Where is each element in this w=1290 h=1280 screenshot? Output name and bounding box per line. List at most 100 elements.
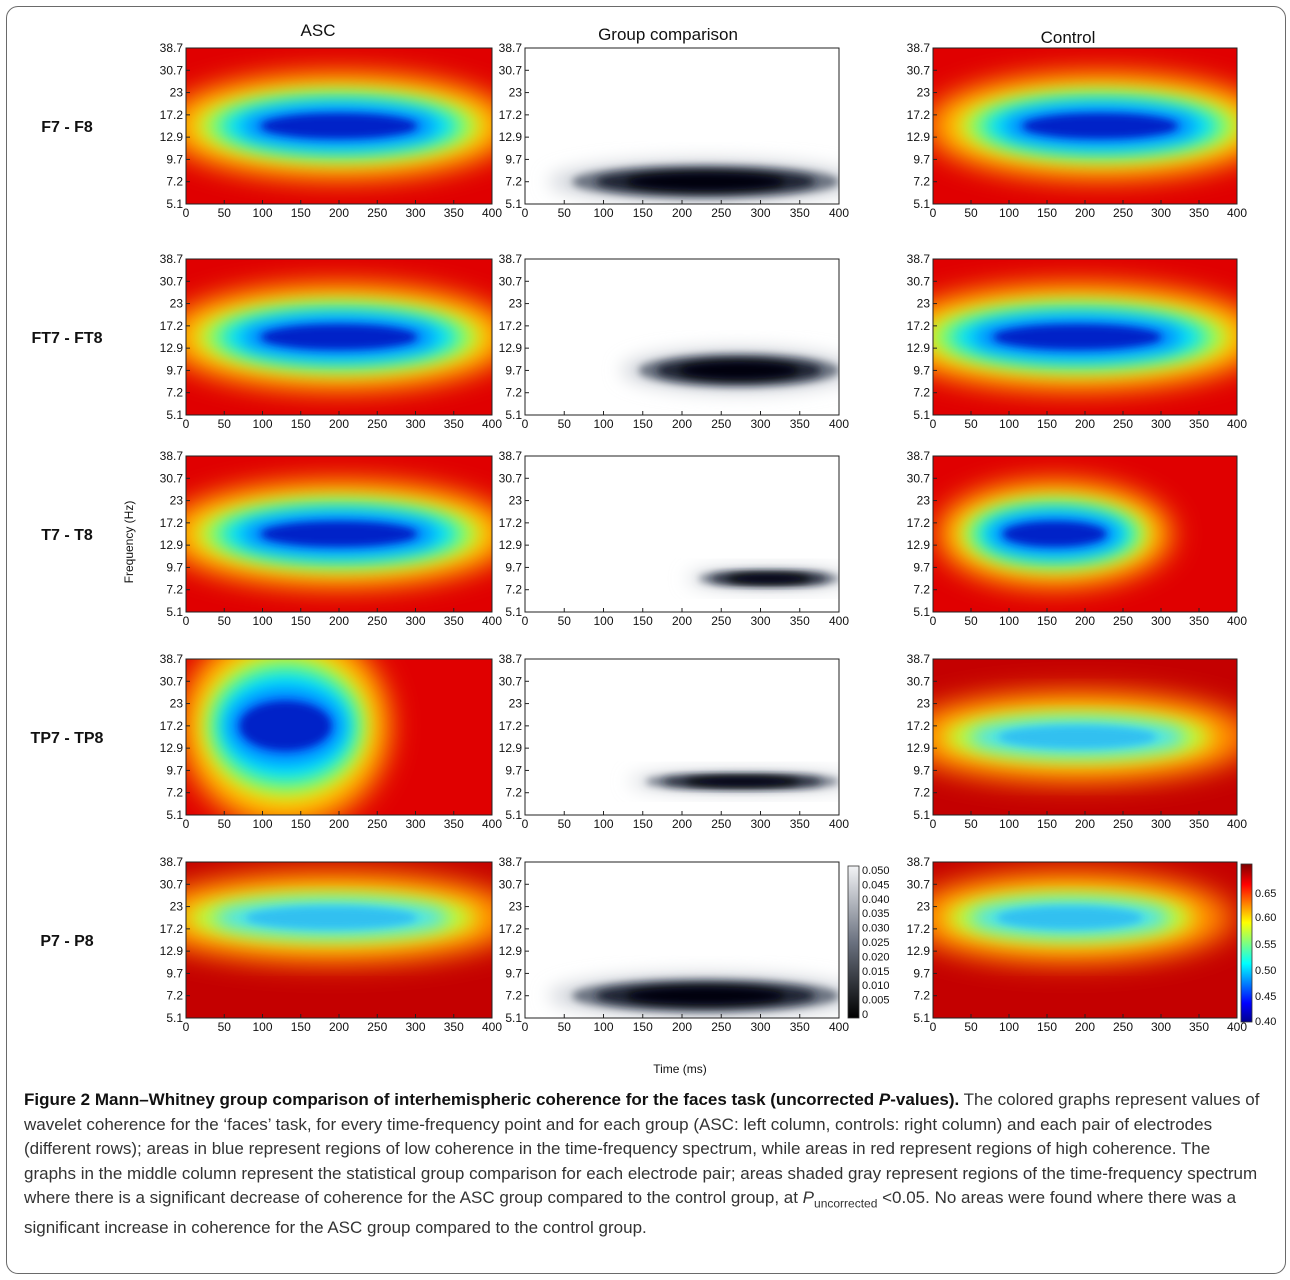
figure-caption: Figure 2 Mann–Whitney group comparison o… bbox=[24, 1088, 1266, 1241]
x-tick-label: 350 bbox=[1189, 417, 1209, 431]
x-tick-label: 100 bbox=[593, 1020, 613, 1034]
y-tick-label: 38.7 bbox=[907, 855, 931, 869]
y-tick-label: 23 bbox=[917, 86, 931, 100]
x-tick-label: 350 bbox=[444, 1020, 464, 1034]
y-tick-label: 5.1 bbox=[505, 605, 522, 619]
panel: 38.7 30.7 23 17.2 12.9 9.7 7.2 5.10 50 100 150 200 2… bbox=[160, 41, 503, 220]
x-tick-label: 300 bbox=[750, 206, 770, 220]
x-tick-label: 0 bbox=[930, 1020, 937, 1034]
y-tick-label: 30.7 bbox=[160, 274, 184, 288]
x-tick-label: 200 bbox=[329, 817, 349, 831]
column-header: ASC bbox=[301, 21, 336, 40]
pvalue-colorbar-tick: 0 bbox=[862, 1009, 868, 1021]
y-tick-label: 7.2 bbox=[505, 989, 522, 1003]
x-tick-label: 50 bbox=[218, 1020, 232, 1034]
x-tick-label: 100 bbox=[252, 417, 272, 431]
y-tick-label: 9.7 bbox=[913, 560, 930, 574]
y-tick-label: 38.7 bbox=[499, 41, 523, 55]
y-tick-label: 38.7 bbox=[907, 252, 931, 266]
y-tick-label: 17.2 bbox=[907, 719, 931, 733]
coherence-contour bbox=[996, 906, 1143, 929]
coherence-colorbar-tick: 0.65 bbox=[1255, 888, 1276, 900]
x-tick-label: 250 bbox=[1113, 614, 1133, 628]
x-tick-label: 0 bbox=[930, 614, 937, 628]
x-tick-label: 400 bbox=[1227, 206, 1247, 220]
y-tick-label: 5.1 bbox=[913, 808, 930, 822]
panel: 38.7 30.7 23 17.2 12.9 9.7 7.2 5.10 50 100 150 200 2… bbox=[907, 449, 1248, 628]
pvalue-colorbar-tick: 0.015 bbox=[862, 966, 890, 978]
x-tick-label: 200 bbox=[672, 206, 692, 220]
pvalue-colorbar-tick: 0.040 bbox=[862, 894, 890, 906]
x-tick-label: 250 bbox=[367, 417, 387, 431]
x-tick-label: 300 bbox=[1151, 817, 1171, 831]
y-tick-label: 17.2 bbox=[499, 319, 523, 333]
y-tick-label: 30.7 bbox=[160, 877, 184, 891]
x-tick-label: 100 bbox=[999, 206, 1019, 220]
x-tick-label: 150 bbox=[291, 1020, 311, 1034]
x-tick-label: 300 bbox=[750, 1020, 770, 1034]
x-tick-label: 150 bbox=[1037, 614, 1057, 628]
y-tick-label: 5.1 bbox=[913, 408, 930, 422]
pvalue-base bbox=[525, 259, 839, 415]
x-tick-label: 50 bbox=[558, 206, 572, 220]
x-tick-label: 150 bbox=[633, 614, 653, 628]
y-tick-label: 12.9 bbox=[160, 130, 184, 144]
x-tick-label: 100 bbox=[252, 614, 272, 628]
x-tick-label: 150 bbox=[291, 206, 311, 220]
x-tick-label: 150 bbox=[1037, 1020, 1057, 1034]
panel: 38.7 30.7 23 17.2 12.9 9.7 7.2 5.10 50 100 150 200 2… bbox=[499, 652, 850, 831]
x-tick-label: 350 bbox=[790, 614, 810, 628]
x-axis-label: Time (ms) bbox=[653, 1062, 707, 1076]
y-tick-label: 38.7 bbox=[907, 41, 931, 55]
x-tick-label: 0 bbox=[522, 417, 529, 431]
y-tick-label: 38.7 bbox=[499, 449, 523, 463]
x-tick-label: 250 bbox=[711, 206, 731, 220]
pvalue-colorbar-tick: 0.045 bbox=[862, 879, 890, 891]
panel: 38.7 30.7 23 17.2 12.9 9.7 7.2 5.10 50 100 150 200 2… bbox=[160, 252, 503, 431]
coherence-colorbar-tick: 0.55 bbox=[1255, 939, 1276, 951]
x-tick-label: 350 bbox=[1189, 1020, 1209, 1034]
y-tick-label: 12.9 bbox=[907, 130, 931, 144]
y-tick-label: 23 bbox=[170, 697, 184, 711]
x-tick-label: 300 bbox=[1151, 206, 1171, 220]
pvalue-colorbar-tick: 0.005 bbox=[862, 995, 890, 1007]
y-tick-label: 5.1 bbox=[913, 1011, 930, 1025]
figure-frame bbox=[6, 6, 1286, 1274]
y-tick-label: 7.2 bbox=[166, 583, 183, 597]
y-tick-label: 23 bbox=[170, 494, 184, 508]
y-tick-label: 12.9 bbox=[907, 341, 931, 355]
row-label: P7 - P8 bbox=[40, 933, 93, 950]
y-tick-label: 7.2 bbox=[505, 386, 522, 400]
y-tick-label: 38.7 bbox=[907, 449, 931, 463]
x-tick-label: 0 bbox=[930, 206, 937, 220]
y-tick-label: 12.9 bbox=[160, 741, 184, 755]
x-tick-label: 200 bbox=[1075, 206, 1095, 220]
caption-p-symbol: P bbox=[802, 1188, 815, 1208]
coherence-contour bbox=[1002, 521, 1107, 547]
y-tick-label: 7.2 bbox=[505, 786, 522, 800]
x-tick-label: 250 bbox=[1113, 817, 1133, 831]
y-tick-label: 38.7 bbox=[907, 652, 931, 666]
y-tick-label: 23 bbox=[509, 297, 523, 311]
y-tick-label: 30.7 bbox=[499, 63, 523, 77]
y-tick-label: 5.1 bbox=[505, 808, 522, 822]
y-tick-label: 5.1 bbox=[166, 408, 183, 422]
x-tick-label: 150 bbox=[1037, 417, 1057, 431]
x-tick-label: 0 bbox=[930, 817, 937, 831]
y-tick-label: 12.9 bbox=[907, 944, 931, 958]
y-tick-label: 38.7 bbox=[160, 855, 184, 869]
y-tick-label: 17.2 bbox=[907, 319, 931, 333]
x-tick-label: 400 bbox=[482, 614, 502, 628]
caption-label: Figure 2 bbox=[24, 1090, 91, 1109]
y-tick-label: 17.2 bbox=[907, 922, 931, 936]
x-tick-label: 400 bbox=[1227, 417, 1247, 431]
y-tick-label: 23 bbox=[917, 697, 931, 711]
x-tick-label: 100 bbox=[593, 417, 613, 431]
x-tick-label: 350 bbox=[790, 817, 810, 831]
x-tick-label: 0 bbox=[522, 206, 529, 220]
x-tick-label: 100 bbox=[252, 817, 272, 831]
x-tick-label: 250 bbox=[367, 817, 387, 831]
x-tick-label: 200 bbox=[1075, 1020, 1095, 1034]
y-tick-label: 23 bbox=[170, 297, 184, 311]
x-tick-label: 50 bbox=[964, 417, 978, 431]
